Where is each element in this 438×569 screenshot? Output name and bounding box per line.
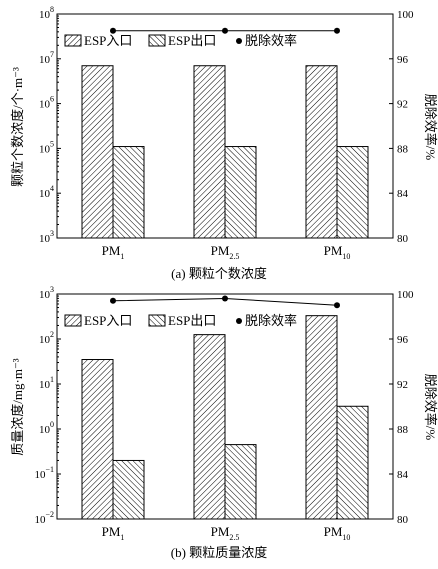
ytick-label-right: 100 [397,289,414,301]
bar-esp-inlet [305,315,338,520]
efficiency-point [334,302,340,309]
bar-esp-outlet [336,405,369,520]
legend-label-outlet: ESP出口 [168,33,216,48]
ytick-label-left: 107 [39,50,54,66]
efficiency-point [110,27,116,34]
bar-esp-inlet [305,65,338,239]
xtick-label: PM1 [102,243,125,261]
efficiency-point [222,27,228,34]
xtick-label: PM10 [324,524,351,542]
legend-label-inlet: ESP入口 [84,33,132,48]
bar-esp-inlet [193,65,226,239]
xtick-label: PM10 [324,243,351,261]
ytick-label-right: 96 [397,54,409,66]
ytick-label-right: 80 [397,514,409,526]
ylabel-left: 质量浓度/mg·m⁻³ [10,358,25,456]
legend-swatch-outlet [148,34,166,47]
ytick-label-left: 105 [39,139,54,155]
ytick-label-left: 102 [39,330,54,346]
ytick-label-right: 84 [397,469,409,481]
xtick-label: PM1 [102,524,125,542]
bar-esp-outlet [224,146,257,239]
efficiency-point [334,27,340,34]
panel-a: 颗粒个数浓度/个·m⁻³ 脱除效率/% (a) 颗粒个数浓度 103 104 105… [10,5,438,281]
ytick-label-left: 10−2 [34,510,54,526]
ytick-label-right: 96 [397,334,409,346]
ytick-label-left: 108 [39,5,54,21]
efficiency-point [222,295,228,302]
ytick-label-right: 92 [397,379,408,391]
legend-marker-efficiency [236,38,242,44]
ytick-label-right: 84 [397,188,409,200]
ytick-label-left: 103 [39,229,54,245]
bar-esp-outlet [112,459,145,520]
bar-esp-inlet [81,65,114,239]
legend-label-efficiency: 脱除效率 [245,313,297,328]
bar-esp-outlet [336,146,369,239]
ylabel-right: 脱除效率/% [423,374,438,441]
panel-caption: (b) 颗粒质量浓度 [171,545,267,560]
xtick-label: PM2.5 [211,243,240,261]
ytick-label-left: 103 [39,285,54,301]
ytick-label-left: 104 [39,184,54,200]
ylabel-right: 脱除效率/% [423,94,438,161]
ytick-label-left: 101 [39,375,54,391]
panel-b: 质量浓度/mg·m⁻³ 脱除效率/% (b) 颗粒质量浓度 10−2 10−1 10… [10,285,438,560]
ytick-label-right: 88 [397,143,409,155]
bar-esp-outlet [112,146,145,239]
panel-caption: (a) 颗粒个数浓度 [171,266,267,281]
legend-swatch-inlet [64,34,82,47]
bar-esp-outlet [224,444,257,520]
ytick-label-left: 100 [39,420,54,436]
bar-esp-inlet [193,334,226,520]
ytick-label-right: 92 [397,99,408,111]
ytick-label-left: 10−1 [34,465,54,481]
xtick-label: PM2.5 [211,524,240,542]
ytick-label-left: 106 [39,95,54,111]
legend-label-efficiency: 脱除效率 [245,33,297,48]
legend-marker-efficiency [236,318,242,324]
ylabel-left: 颗粒个数浓度/个·m⁻³ [10,67,25,187]
ytick-label-right: 100 [397,9,414,21]
ytick-label-right: 80 [397,233,409,245]
legend-swatch-inlet [64,314,82,327]
legend-label-inlet: ESP入口 [84,313,132,328]
ytick-label-right: 88 [397,424,409,436]
legend-swatch-outlet [148,314,166,327]
bar-esp-inlet [81,359,114,520]
efficiency-point [110,297,116,304]
legend-label-outlet: ESP出口 [168,313,216,328]
